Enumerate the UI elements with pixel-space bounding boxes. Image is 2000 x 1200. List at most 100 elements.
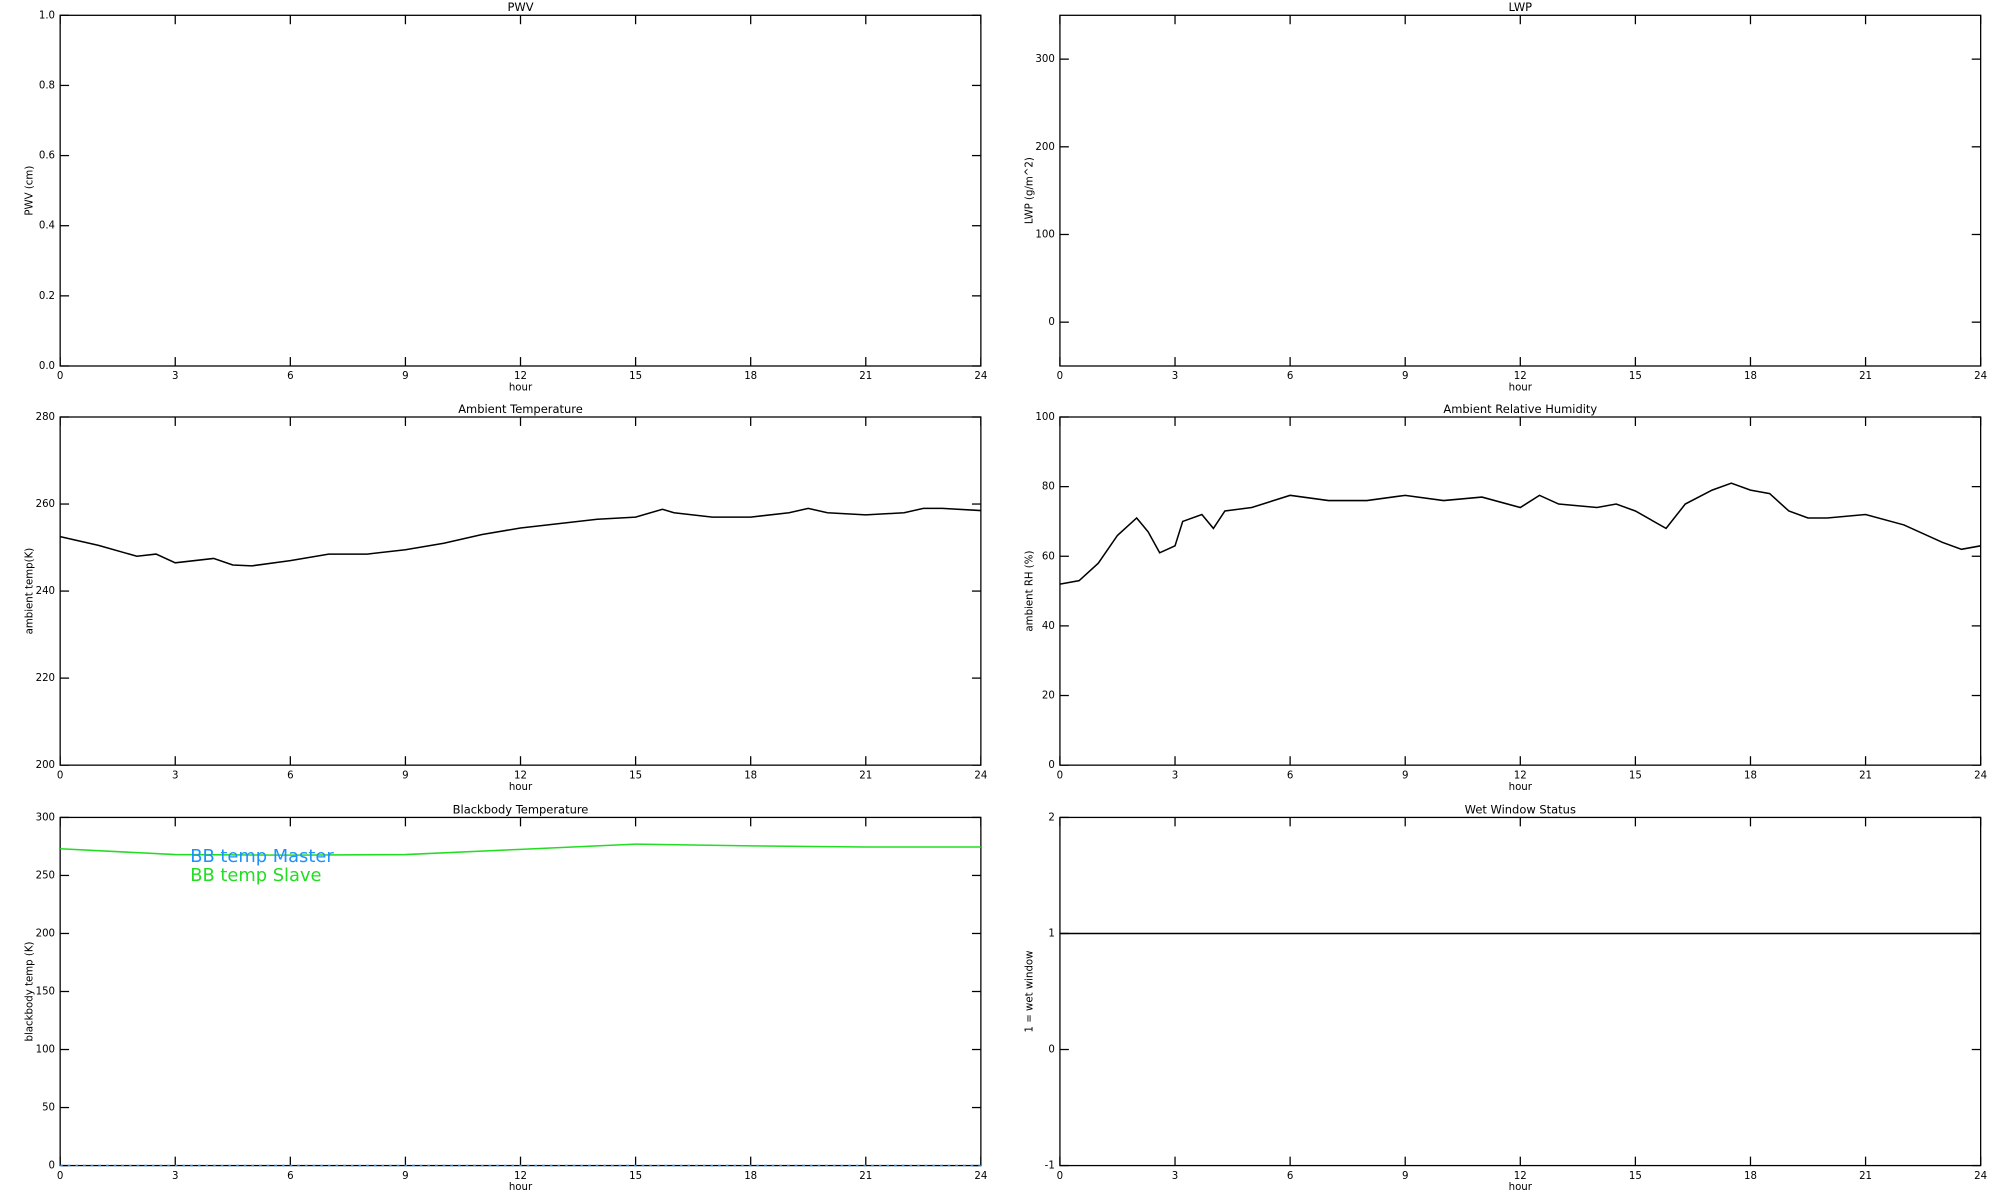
- x-axis-label: hour: [1509, 383, 1533, 394]
- x-tick-label: 24: [974, 371, 987, 382]
- x-tick-label: 24: [1974, 371, 1987, 382]
- y-tick-label: 20: [1042, 691, 1055, 702]
- chart-title: Blackbody Temperature: [453, 802, 589, 816]
- legend-entry: BB temp Slave: [190, 865, 321, 886]
- x-tick-label: 12: [1514, 371, 1527, 382]
- x-axis-label: hour: [1509, 782, 1533, 793]
- data-line: [59, 507, 981, 567]
- x-tick-label: 6: [287, 1171, 293, 1182]
- y-tick-label: 0.6: [39, 151, 55, 162]
- y-tick-label: 0.4: [39, 221, 55, 232]
- chart-panel: Ambient Relative Humidity hour ambient RH …: [1024, 402, 1987, 793]
- y-tick-label: 280: [36, 412, 55, 423]
- x-axis-label: hour: [509, 782, 533, 793]
- x-tick-label: 21: [1859, 1171, 1872, 1182]
- x-tick-label: 0: [1057, 371, 1063, 382]
- x-tick-label: 12: [514, 1171, 527, 1182]
- x-tick-label: 21: [859, 371, 872, 382]
- chart-title: Ambient Temperature: [458, 402, 583, 416]
- chart-panel: LWP hour LWP (g/m^2) 0 3 6 9 12 15 18 21 24 0 100 200 3…: [1024, 0, 1987, 394]
- plot-frame: [59, 14, 982, 367]
- chart-title: PWV: [507, 0, 533, 14]
- x-tick-label: 18: [744, 770, 757, 781]
- y-tick-label: 150: [36, 986, 55, 997]
- x-tick-label: 3: [172, 770, 178, 781]
- y-axis-label: ambient temp(K): [25, 548, 36, 635]
- x-tick-label: 0: [1057, 1171, 1063, 1182]
- x-tick-label: 6: [287, 371, 293, 382]
- x-tick-label: 18: [1744, 770, 1757, 781]
- data-line: [1059, 482, 1981, 585]
- x-tick-label: 18: [1744, 371, 1757, 382]
- y-tick-label: 0: [1048, 760, 1054, 771]
- y-tick-label: 1.0: [39, 10, 55, 21]
- y-tick-label: 200: [36, 928, 55, 939]
- x-tick-label: 15: [629, 371, 642, 382]
- data-line: [60, 843, 981, 856]
- chart-panel: Ambient Temperature hour ambient temp(K) 0 3…: [25, 402, 988, 793]
- plot-frame: [59, 416, 982, 766]
- x-tick-label: 15: [1629, 371, 1642, 382]
- y-axis-label: 1 = wet window: [1024, 951, 1035, 1033]
- x-tick-label: 12: [514, 371, 527, 382]
- chart-title: Wet Window Status: [1465, 802, 1576, 816]
- y-tick-label: -1: [1045, 1161, 1055, 1172]
- y-tick-label: 80: [1042, 482, 1055, 493]
- x-tick-label: 6: [1287, 371, 1293, 382]
- y-tick-label: 0.0: [39, 361, 55, 372]
- x-tick-label: 24: [974, 770, 987, 781]
- y-tick-label: 260: [36, 499, 55, 510]
- x-tick-label: 9: [1402, 371, 1408, 382]
- x-tick-label: 21: [859, 770, 872, 781]
- y-tick-label: 0: [49, 1161, 55, 1172]
- x-tick-label: 3: [1172, 770, 1178, 781]
- x-tick-label: 21: [859, 1171, 872, 1182]
- x-tick-label: 6: [1287, 770, 1293, 781]
- plot-frame: [1059, 816, 1982, 1167]
- x-tick-label: 24: [1974, 770, 1987, 781]
- y-tick-label: 100: [1035, 229, 1054, 240]
- x-tick-label: 0: [57, 770, 63, 781]
- x-axis-label: hour: [509, 1182, 533, 1193]
- x-tick-label: 24: [974, 1171, 987, 1182]
- chart-panel: Blackbody Temperature hour blackbody temp …: [25, 802, 988, 1193]
- x-tick-label: 15: [1629, 770, 1642, 781]
- y-tick-label: 240: [36, 586, 55, 597]
- y-tick-label: 60: [1042, 551, 1055, 562]
- x-tick-label: 6: [287, 770, 293, 781]
- x-tick-label: 15: [1629, 1171, 1642, 1182]
- legend-entry: BB temp Master: [190, 846, 334, 867]
- y-tick-label: 100: [1035, 412, 1054, 423]
- x-tick-label: 3: [1172, 1171, 1178, 1182]
- x-tick-label: 9: [402, 1171, 408, 1182]
- y-tick-label: 1: [1048, 928, 1054, 939]
- y-tick-label: 220: [36, 673, 55, 684]
- y-tick-label: 40: [1042, 621, 1055, 632]
- x-axis-label: hour: [509, 383, 533, 394]
- x-axis-label: hour: [1509, 1182, 1533, 1193]
- x-tick-label: 24: [1974, 1171, 1987, 1182]
- y-tick-label: 0: [1048, 1045, 1054, 1056]
- chart-panel: Wet Window Status hour 1 = wet window 0 3 6 9 1…: [1024, 802, 1987, 1193]
- y-tick-label: 0.2: [39, 291, 55, 302]
- plot-frame: [1059, 416, 1982, 766]
- chart-panel: PWV hour PWV (cm) 0 3 6 9 12 15 18 21 24 0.0 0.2 0.4 0.…: [25, 0, 988, 394]
- x-tick-label: 6: [1287, 1171, 1293, 1182]
- y-tick-label: 2: [1048, 812, 1054, 823]
- y-tick-label: 250: [36, 870, 55, 881]
- x-tick-label: 0: [1057, 770, 1063, 781]
- x-tick-label: 18: [744, 1171, 757, 1182]
- y-tick-label: 0.8: [39, 80, 55, 91]
- y-axis-label: PWV (cm): [25, 166, 36, 216]
- x-tick-label: 21: [1859, 371, 1872, 382]
- x-tick-label: 0: [57, 1171, 63, 1182]
- y-tick-label: 300: [36, 812, 55, 823]
- x-tick-label: 21: [1859, 770, 1872, 781]
- plot-frame: [1059, 14, 1982, 367]
- x-tick-label: 9: [1402, 770, 1408, 781]
- x-tick-label: 3: [1172, 371, 1178, 382]
- x-tick-label: 18: [744, 371, 757, 382]
- x-tick-label: 9: [402, 371, 408, 382]
- chart-title: Ambient Relative Humidity: [1443, 402, 1597, 416]
